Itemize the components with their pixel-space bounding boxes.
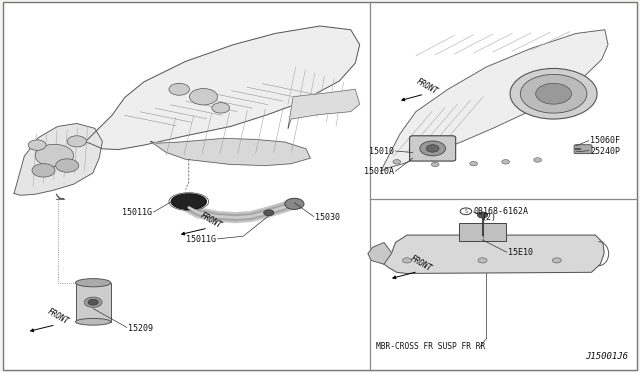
Circle shape: [189, 89, 218, 105]
Circle shape: [510, 68, 597, 119]
Circle shape: [426, 145, 439, 152]
Circle shape: [536, 83, 572, 104]
Circle shape: [393, 160, 401, 164]
Text: 15E10: 15E10: [508, 248, 533, 257]
FancyBboxPatch shape: [459, 223, 506, 241]
Ellipse shape: [76, 279, 111, 287]
Polygon shape: [384, 235, 604, 273]
Circle shape: [28, 140, 46, 150]
Circle shape: [477, 212, 488, 218]
Ellipse shape: [76, 318, 111, 325]
Ellipse shape: [172, 194, 206, 209]
Circle shape: [470, 161, 477, 166]
Text: S: S: [465, 209, 467, 214]
Circle shape: [88, 299, 99, 305]
Circle shape: [420, 141, 445, 156]
Text: 15011G: 15011G: [186, 235, 216, 244]
Circle shape: [403, 258, 412, 263]
Circle shape: [285, 198, 304, 209]
Circle shape: [431, 162, 439, 167]
Text: 15030: 15030: [315, 213, 340, 222]
Text: 15060F: 15060F: [590, 136, 620, 145]
Polygon shape: [80, 26, 360, 150]
Circle shape: [84, 297, 102, 307]
Text: 15010A: 15010A: [364, 167, 394, 176]
Text: 08168-6162A: 08168-6162A: [474, 207, 529, 216]
Text: J15001J6: J15001J6: [586, 352, 628, 361]
Circle shape: [520, 74, 587, 113]
Text: FRONT: FRONT: [46, 307, 70, 327]
Bar: [76, 283, 111, 322]
Circle shape: [32, 164, 55, 177]
Circle shape: [56, 159, 79, 172]
Text: (2): (2): [481, 213, 496, 222]
Circle shape: [212, 103, 230, 113]
Text: FRONT: FRONT: [415, 77, 439, 96]
Polygon shape: [14, 124, 102, 195]
Circle shape: [264, 210, 274, 216]
Text: FRONT: FRONT: [198, 211, 223, 230]
Circle shape: [67, 136, 86, 147]
Circle shape: [502, 160, 509, 164]
Circle shape: [534, 158, 541, 162]
FancyBboxPatch shape: [410, 136, 456, 161]
Circle shape: [552, 258, 561, 263]
Polygon shape: [381, 30, 608, 171]
Text: 25240P: 25240P: [590, 147, 620, 155]
Text: 15010: 15010: [369, 147, 394, 155]
Circle shape: [35, 144, 74, 167]
FancyBboxPatch shape: [574, 145, 592, 154]
Text: FRONT: FRONT: [408, 254, 433, 273]
Circle shape: [169, 83, 189, 95]
Circle shape: [478, 258, 487, 263]
Text: 15209: 15209: [128, 324, 153, 333]
Polygon shape: [368, 243, 392, 264]
Polygon shape: [150, 138, 310, 166]
Text: MBR-CROSS FR SUSP FR RR: MBR-CROSS FR SUSP FR RR: [376, 342, 486, 351]
Polygon shape: [288, 89, 360, 128]
Text: 15011G: 15011G: [122, 208, 152, 217]
